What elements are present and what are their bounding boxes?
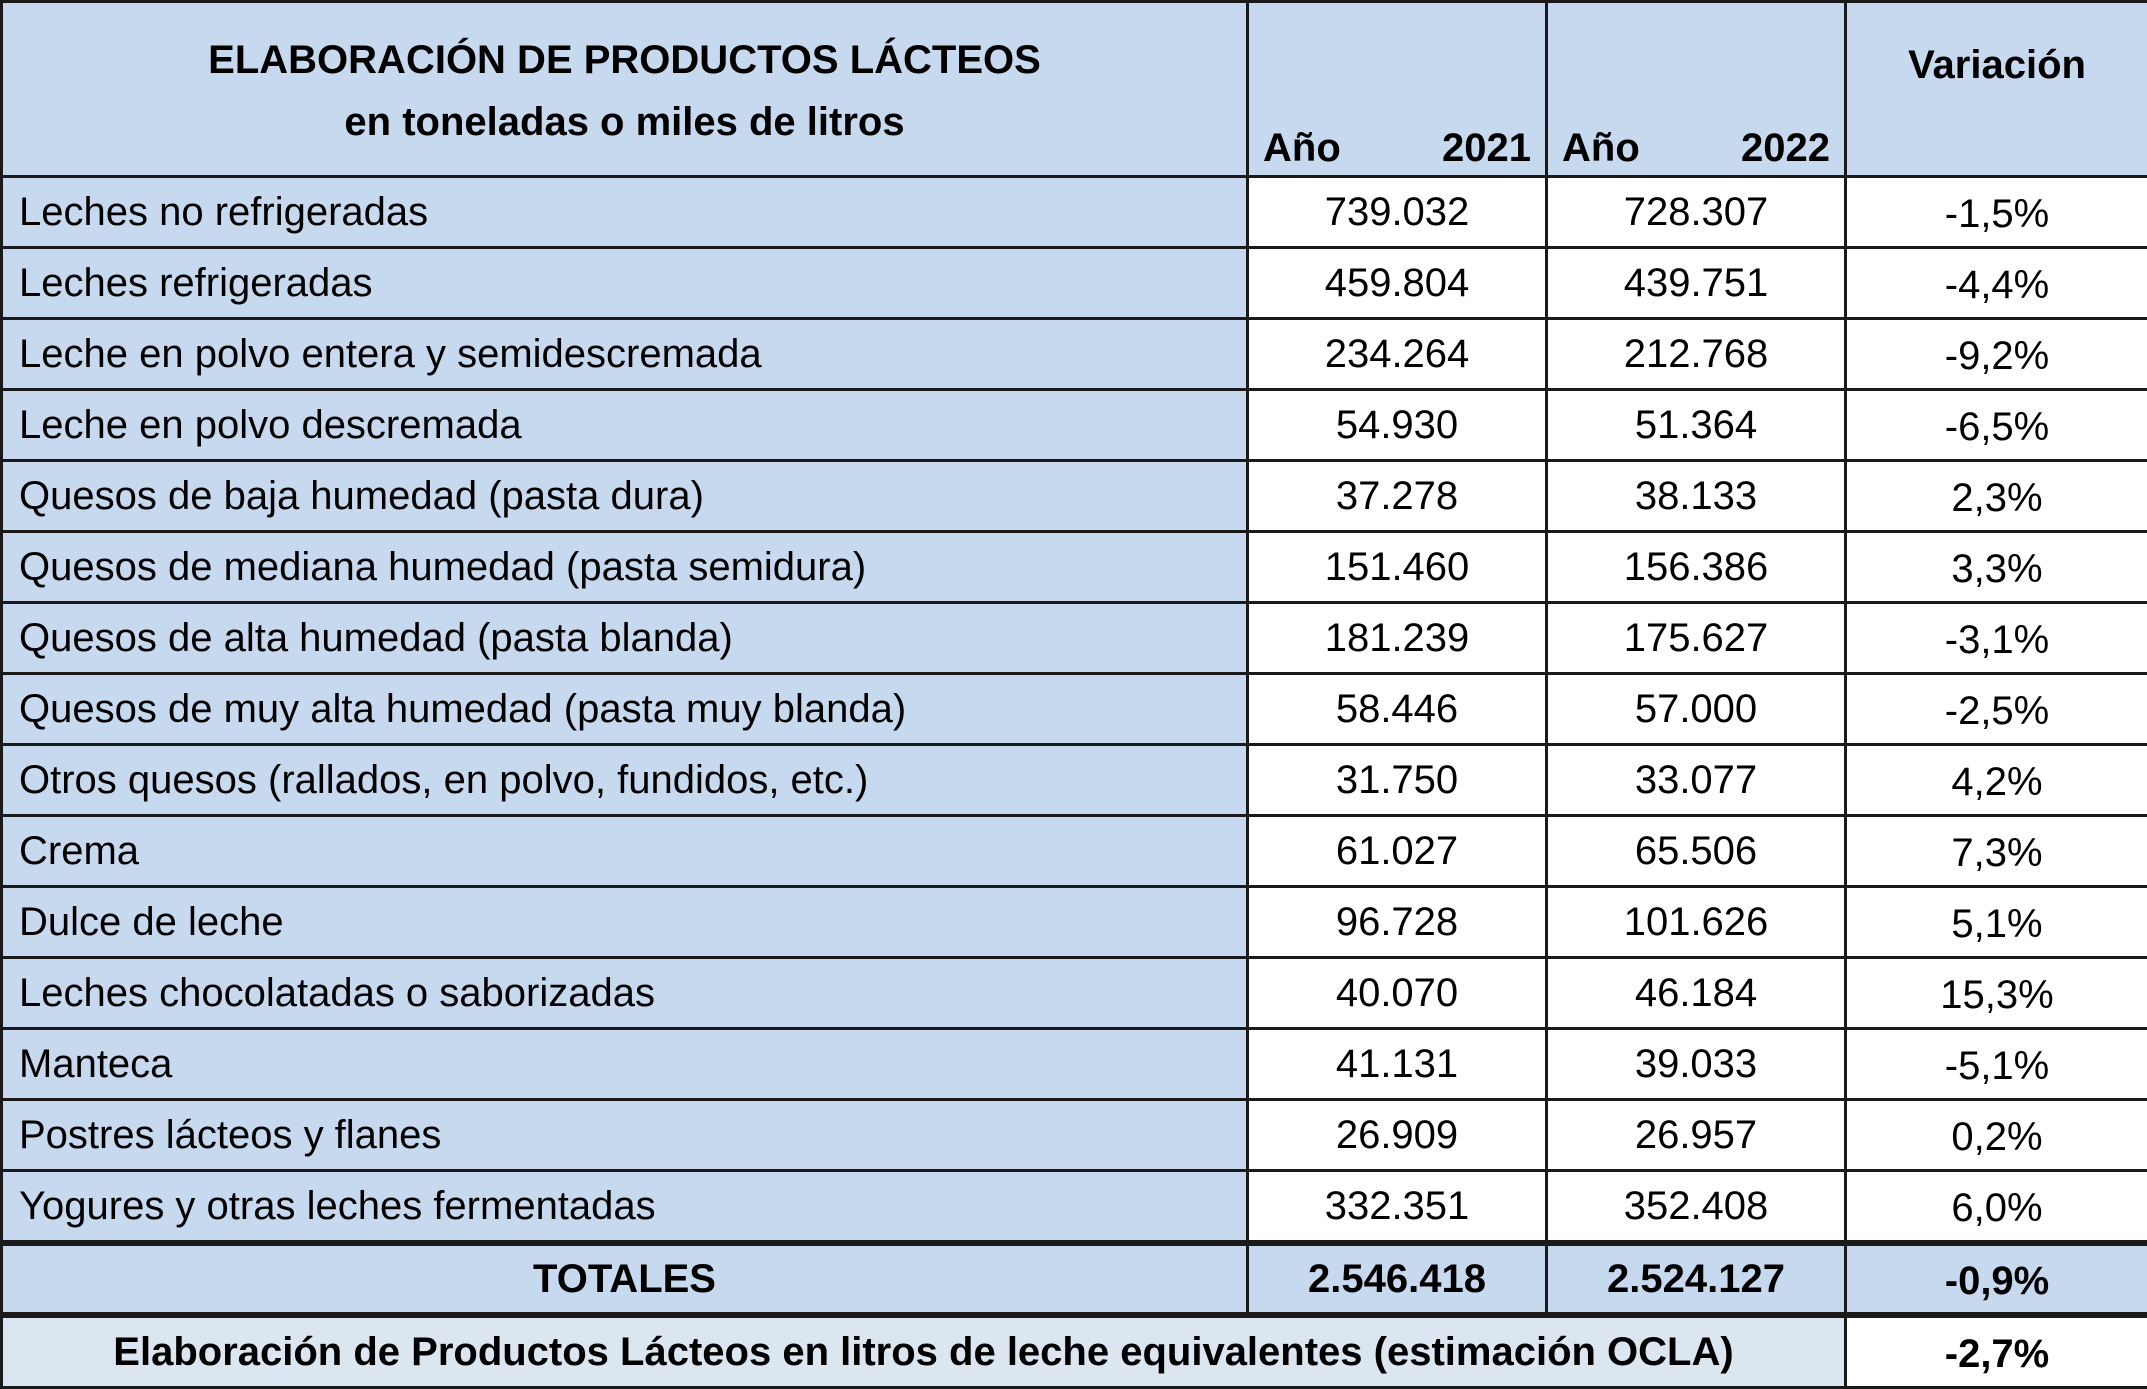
value-2021: 181.239 (1248, 603, 1547, 674)
year-label: Año (1263, 126, 1341, 171)
year-value: 2022 (1741, 126, 1830, 171)
product-name: Leche en polvo descremada (2, 390, 1248, 461)
year-value: 2021 (1442, 126, 1531, 171)
year-2022-header: Año 2022 (1547, 2, 1846, 177)
value-2021: 31.750 (1248, 745, 1547, 816)
value-2021: 58.446 (1248, 674, 1547, 745)
value-2021: 234.264 (1248, 319, 1547, 390)
table-title-line2: en toneladas o miles de litros (3, 91, 1246, 153)
value-2021: 332.351 (1248, 1171, 1547, 1244)
product-name: Leches chocolatadas o saborizadas (2, 958, 1248, 1029)
totals-2021: 2.546.418 (1248, 1243, 1547, 1315)
table-title: ELABORACIÓN DE PRODUCTOS LÁCTEOS en tone… (2, 2, 1248, 177)
totals-variation: -0,9% (1846, 1243, 2147, 1315)
totals-row: TOTALES 2.546.418 2.524.127 -0,9% (2, 1243, 2147, 1315)
variation-value: -5,1% (1846, 1029, 2147, 1100)
value-2022: 46.184 (1547, 958, 1846, 1029)
product-name: Postres lácteos y flanes (2, 1100, 1248, 1171)
variation-value: 5,1% (1846, 887, 2147, 958)
value-2022: 33.077 (1547, 745, 1846, 816)
table-row: Quesos de muy alta humedad (pasta muy bl… (2, 674, 2147, 745)
variation-value: 15,3% (1846, 958, 2147, 1029)
product-name: Quesos de muy alta humedad (pasta muy bl… (2, 674, 1248, 745)
variation-value: -3,1% (1846, 603, 2147, 674)
year-2021-header: Año 2021 (1248, 2, 1547, 177)
value-2022: 26.957 (1547, 1100, 1846, 1171)
value-2022: 51.364 (1547, 390, 1846, 461)
product-name: Dulce de leche (2, 887, 1248, 958)
value-2022: 439.751 (1547, 248, 1846, 319)
product-name: Leches refrigeradas (2, 248, 1248, 319)
value-2021: 40.070 (1248, 958, 1547, 1029)
table-header-row: ELABORACIÓN DE PRODUCTOS LÁCTEOS en tone… (2, 2, 2147, 177)
product-name: Quesos de baja humedad (pasta dura) (2, 461, 1248, 532)
product-name: Leches no refrigeradas (2, 177, 1248, 248)
variation-value: -9,2% (1846, 319, 2147, 390)
value-2021: 61.027 (1248, 816, 1547, 887)
equivalent-label: Elaboración de Productos Lácteos en litr… (2, 1315, 1846, 1388)
equivalent-row: Elaboración de Productos Lácteos en litr… (2, 1315, 2147, 1388)
value-2022: 38.133 (1547, 461, 1846, 532)
value-2021: 26.909 (1248, 1100, 1547, 1171)
value-2021: 37.278 (1248, 461, 1547, 532)
value-2021: 96.728 (1248, 887, 1547, 958)
product-name: Yogures y otras leches fermentadas (2, 1171, 1248, 1244)
variation-value: 0,2% (1846, 1100, 2147, 1171)
product-name: Otros quesos (rallados, en polvo, fundid… (2, 745, 1248, 816)
value-2021: 41.131 (1248, 1029, 1547, 1100)
value-2022: 57.000 (1547, 674, 1846, 745)
table-row: Otros quesos (rallados, en polvo, fundid… (2, 745, 2147, 816)
value-2021: 54.930 (1248, 390, 1547, 461)
variation-value: -6,5% (1846, 390, 2147, 461)
value-2022: 352.408 (1547, 1171, 1846, 1244)
variation-header: Variación (1846, 2, 2147, 177)
value-2021: 459.804 (1248, 248, 1547, 319)
variation-value: -1,5% (1846, 177, 2147, 248)
product-name: Leche en polvo entera y semidescremada (2, 319, 1248, 390)
table-row: Quesos de alta humedad (pasta blanda)181… (2, 603, 2147, 674)
totals-label: TOTALES (2, 1243, 1248, 1315)
table-row: Quesos de mediana humedad (pasta semidur… (2, 532, 2147, 603)
variation-value: -2,5% (1846, 674, 2147, 745)
variation-value: 6,0% (1846, 1171, 2147, 1244)
value-2022: 101.626 (1547, 887, 1846, 958)
table-row: Quesos de baja humedad (pasta dura)37.27… (2, 461, 2147, 532)
variation-value: 7,3% (1846, 816, 2147, 887)
variation-value: -4,4% (1846, 248, 2147, 319)
value-2022: 156.386 (1547, 532, 1846, 603)
value-2021: 739.032 (1248, 177, 1547, 248)
variation-value: 2,3% (1846, 461, 2147, 532)
product-name: Quesos de alta humedad (pasta blanda) (2, 603, 1248, 674)
equivalent-variation: -2,7% (1846, 1315, 2147, 1388)
totals-2022: 2.524.127 (1547, 1243, 1846, 1315)
product-name: Manteca (2, 1029, 1248, 1100)
product-name: Crema (2, 816, 1248, 887)
variation-value: 3,3% (1846, 532, 2147, 603)
product-name: Quesos de mediana humedad (pasta semidur… (2, 532, 1248, 603)
table-title-line1: ELABORACIÓN DE PRODUCTOS LÁCTEOS (3, 29, 1246, 91)
variation-value: 4,2% (1846, 745, 2147, 816)
value-2022: 212.768 (1547, 319, 1846, 390)
value-2022: 175.627 (1547, 603, 1846, 674)
year-label: Año (1562, 126, 1640, 171)
value-2022: 65.506 (1547, 816, 1846, 887)
value-2022: 728.307 (1547, 177, 1846, 248)
value-2021: 151.460 (1248, 532, 1547, 603)
value-2022: 39.033 (1547, 1029, 1846, 1100)
